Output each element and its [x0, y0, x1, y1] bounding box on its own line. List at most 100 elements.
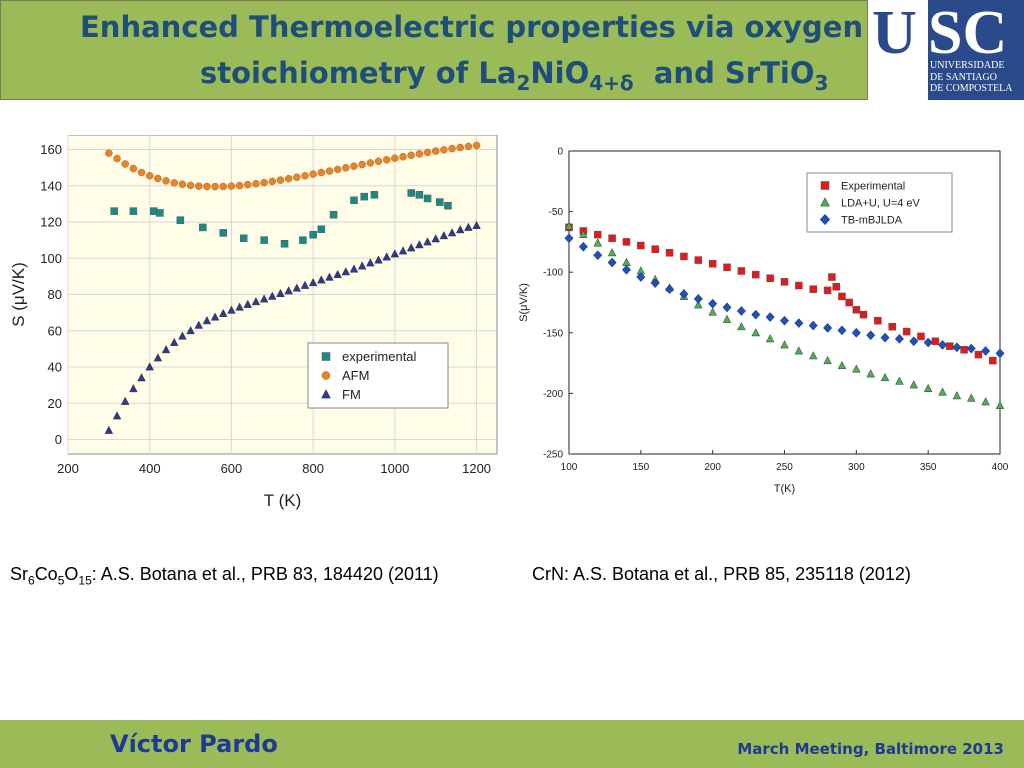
data-point-triangle: [737, 322, 746, 331]
data-point-triangle: [455, 225, 465, 234]
data-point-diamond: [607, 257, 617, 268]
x-tick-label: 800: [302, 461, 324, 476]
chart-sr6co5o15-seebeck: 200 400 600 800 1000 1200 0 20 40 60 80 100 120 140 16…: [9, 135, 498, 510]
data-point-square: [436, 198, 444, 206]
data-point-circle: [162, 177, 170, 185]
data-point-square: [444, 201, 452, 210]
x-tick-label: 200: [704, 462, 721, 473]
data-point-triangle: [765, 334, 775, 343]
data-point-square: [280, 240, 289, 248]
data-point-triangle: [952, 391, 962, 400]
x-axis-label: T(K): [774, 483, 795, 495]
data-point-diamond: [937, 340, 948, 350]
data-point-triangle: [694, 300, 703, 309]
data-point-circle: [423, 148, 432, 157]
data-point-circle: [113, 154, 121, 163]
data-point-circle: [431, 147, 440, 155]
data-point-triangle: [120, 396, 130, 405]
data-point-triangle: [194, 320, 204, 329]
data-point-triangle: [169, 337, 179, 346]
title-banner: [0, 0, 868, 100]
data-point-circle: [211, 182, 219, 191]
data-point-diamond: [636, 272, 646, 282]
data-point-circle: [317, 168, 326, 177]
data-point-circle: [415, 150, 424, 158]
data-point-circle: [105, 149, 113, 157]
data-point-square: [608, 234, 616, 243]
data-point-diamond: [665, 284, 675, 295]
data-point-triangle: [909, 380, 919, 389]
data-point-square: [317, 225, 326, 233]
data-point-triangle: [751, 328, 761, 337]
x-tick-label: 250: [776, 462, 793, 473]
data-point-circle: [391, 154, 399, 162]
x-tick-label: 150: [632, 462, 649, 473]
y-tick-label: -50: [549, 207, 564, 218]
data-point-diamond: [751, 309, 761, 320]
data-point-square: [838, 292, 846, 301]
y-axis-label: S(μV/K): [518, 283, 530, 322]
data-point-diamond: [923, 337, 933, 348]
data-point-triangle: [967, 393, 976, 402]
data-point-diamond: [794, 318, 804, 329]
data-point-triangle: [708, 307, 717, 316]
data-point-circle: [342, 164, 350, 172]
data-point-circle: [129, 164, 138, 173]
y-tick-label: 20: [48, 396, 62, 411]
data-point-square: [694, 256, 703, 264]
data-point-circle: [276, 176, 285, 184]
data-point-triangle: [300, 280, 310, 289]
data-point-triangle: [607, 248, 617, 257]
data-point-square: [350, 196, 358, 204]
data-point-square: [828, 273, 836, 281]
data-point-triangle: [210, 312, 220, 321]
data-point-square: [945, 342, 954, 350]
data-point-triangle: [895, 376, 904, 385]
data-point-triangle: [366, 258, 375, 267]
data-point-circle: [350, 162, 358, 170]
data-point-square: [960, 346, 968, 354]
data-point-triangle: [852, 364, 861, 373]
data-point-triangle: [153, 353, 163, 362]
data-point-square: [239, 234, 248, 243]
data-point-square: [329, 211, 338, 219]
legend-label: Experimental: [841, 180, 905, 192]
data-point-circle: [456, 143, 464, 152]
data-point-circle: [219, 182, 228, 191]
legend-label: FM: [342, 387, 361, 402]
data-point-triangle: [357, 261, 367, 270]
data-point-triangle: [722, 314, 732, 323]
data-point-square: [637, 241, 645, 250]
data-point-square: [766, 274, 774, 283]
data-point-diamond: [966, 343, 976, 354]
data-point-square: [176, 216, 185, 224]
data-point-triangle: [235, 302, 244, 311]
y-tick-label: 80: [48, 287, 62, 302]
logo-university-name: UNIVERSIDADE DE SANTIAGO DE COMPOSTELA: [930, 60, 1013, 94]
data-point-square: [874, 316, 882, 325]
data-point-square: [852, 306, 861, 314]
data-point-triangle: [390, 249, 400, 258]
caption-right: CrN: A.S. Botana et al., PRB 85, 235118 …: [532, 564, 911, 584]
chart-crn-seebeck: 100 150 200 250 300 350 400 0 -50 -100 -150 -200 -25…: [518, 147, 1009, 496]
data-point-triangle: [145, 362, 154, 371]
y-tick-label: 0: [557, 147, 563, 158]
data-point-triangle: [423, 237, 432, 246]
data-point-square: [680, 252, 688, 261]
y-tick-label: 60: [48, 323, 62, 338]
data-point-square: [260, 236, 268, 244]
data-point-square: [199, 223, 207, 232]
data-point-diamond: [722, 302, 732, 313]
data-point-square: [110, 207, 118, 215]
legend-marker: [321, 389, 331, 399]
data-point-diamond: [880, 332, 890, 343]
data-point-circle: [333, 165, 342, 174]
data-point-triangle: [284, 286, 293, 295]
data-point-circle: [154, 174, 162, 183]
data-point-square: [415, 191, 424, 199]
data-point-triangle: [259, 294, 269, 303]
data-point-diamond: [837, 325, 847, 336]
data-point-square: [129, 207, 138, 215]
data-point-triangle: [398, 246, 408, 255]
logo-letter-u: U: [872, 0, 917, 67]
